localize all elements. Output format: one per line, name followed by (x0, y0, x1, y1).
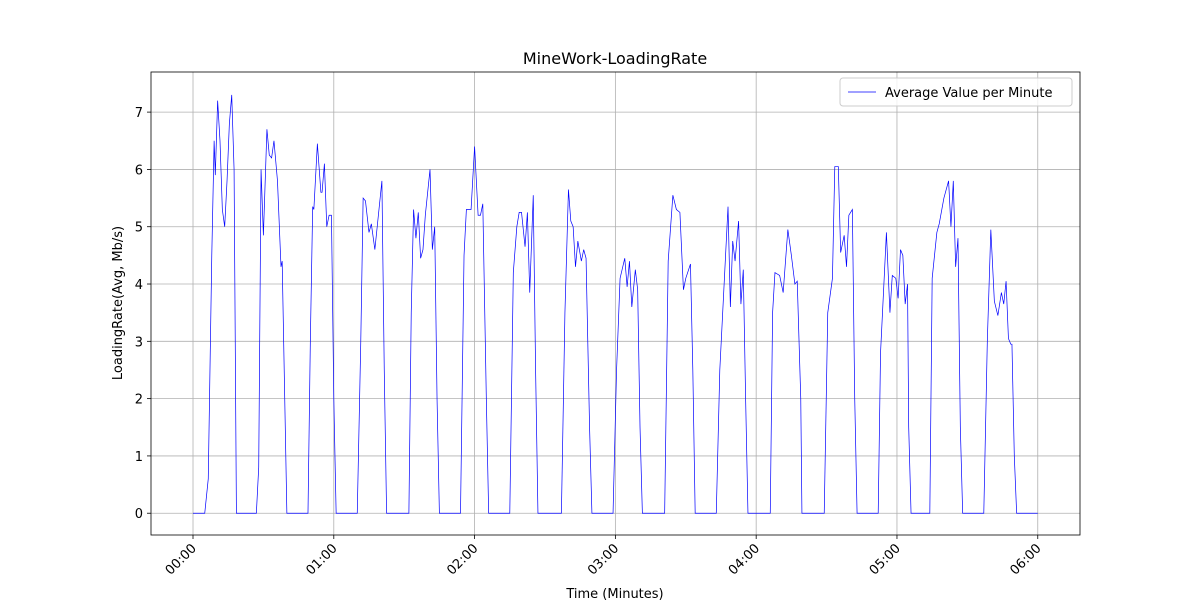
data-line (193, 94, 1038, 514)
y-tick-label: 2 (135, 393, 143, 408)
plot-frame (150, 71, 1081, 536)
x-axis-label: Time (Minutes) (565, 587, 663, 600)
y-tick-label: 5 (135, 221, 143, 236)
legend-box (839, 77, 1073, 107)
y-tick-label: 3 (135, 335, 143, 350)
y-tick-label: 0 (135, 507, 143, 522)
y-axis-label: LoadingRate(Avg, Mb/s) (111, 226, 126, 380)
y-tick-label: 6 (135, 163, 143, 178)
y-tick-label: 7 (135, 106, 143, 121)
legend-label: Average Value per Minute (885, 86, 1052, 101)
y-tick-label: 4 (135, 278, 143, 293)
chart-title: MineWork-LoadingRate (523, 49, 707, 68)
y-tick-label: 1 (135, 450, 143, 465)
legend: Average Value per Minute (839, 77, 1073, 107)
